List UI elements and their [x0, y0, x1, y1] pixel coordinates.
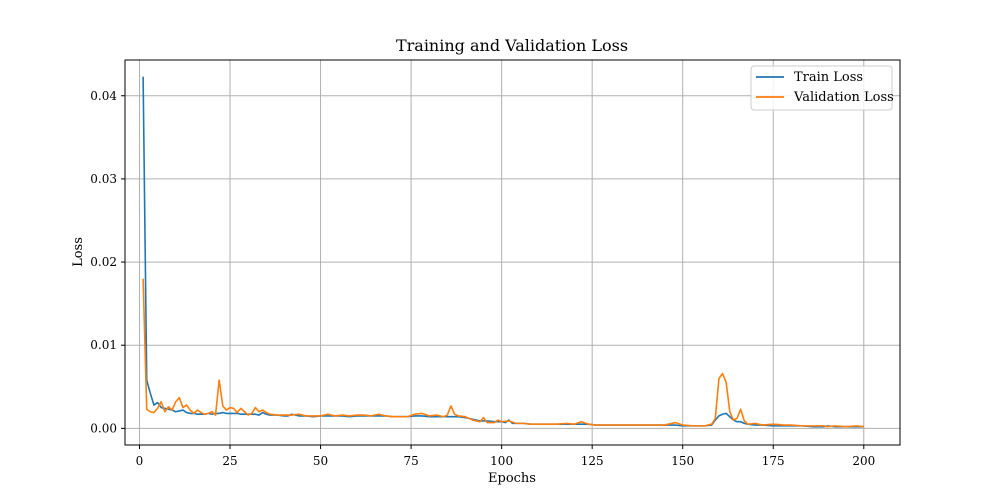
x-tick-label: 125 [581, 454, 604, 468]
x-tick-label: 75 [403, 454, 418, 468]
x-tick-label: 200 [852, 454, 875, 468]
y-tick-label: 0.02 [90, 255, 117, 269]
x-axis-label: Epochs [488, 471, 536, 486]
x-tick-label: 100 [490, 454, 513, 468]
legend-box [750, 65, 893, 111]
series-lines [142, 76, 864, 428]
legend: Train Loss Validation Loss [750, 65, 894, 111]
y-tick-label: 0.04 [90, 89, 117, 103]
x-tick-label: 150 [671, 454, 694, 468]
y-tick-label: 0.00 [90, 421, 117, 435]
x-tick-label: 50 [313, 454, 328, 468]
series-line-validation-loss [142, 278, 864, 428]
chart-title: Training and Validation Loss [396, 36, 628, 55]
x-tick-label: 175 [762, 454, 785, 468]
legend-label-validation-loss: Validation Loss [793, 90, 894, 105]
y-tick-label: 0.03 [90, 172, 117, 186]
axis-ticks: 0 25 50 75 100 125 150 175 200 0.00 0.01 0.02 0.03 0.… [90, 89, 875, 468]
grid-lines [125, 60, 900, 445]
x-tick-label: 0 [136, 454, 144, 468]
y-tick-label: 0.01 [90, 338, 117, 352]
plot-frame [124, 59, 901, 446]
legend-label-train-loss: Train Loss [794, 70, 863, 85]
y-axis-label: Loss [71, 237, 86, 267]
series-line-train-loss [142, 76, 864, 428]
x-tick-label: 25 [222, 454, 237, 468]
